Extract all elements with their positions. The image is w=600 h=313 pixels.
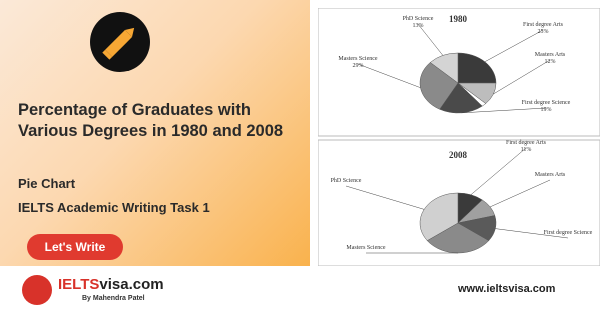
slice-label: First degree Arts <box>523 22 564 28</box>
slice-label: First degree Science <box>522 100 571 106</box>
left-panel: Percentage of Graduates with Various Deg… <box>0 0 310 266</box>
slice-label: Masters Science <box>346 245 385 251</box>
slice-label: Masters Arts <box>535 172 566 178</box>
pie-slice <box>419 192 459 241</box>
value-label: 13% <box>413 23 424 29</box>
value-label: 25% <box>538 29 549 35</box>
byline: By Mahendra Patel <box>82 295 145 302</box>
subtitle: Pie Chart <box>18 176 76 191</box>
logo <box>22 275 52 305</box>
pencil <box>102 27 135 60</box>
slice-label: First degree Science <box>544 230 593 236</box>
value-label: 19% <box>541 107 552 113</box>
leader-line <box>357 63 421 88</box>
brand: IELTSvisa.com <box>58 276 164 293</box>
slice-label: First degree Arts <box>506 140 547 146</box>
leader-line <box>470 147 527 195</box>
pie-slice <box>429 52 459 84</box>
footer: IELTSvisa.com By Mahendra Patel www.ielt… <box>0 266 600 313</box>
pencil-icon <box>90 12 150 72</box>
value-label: 29% <box>353 63 364 69</box>
leader-line <box>484 29 544 63</box>
leader-line <box>495 228 569 239</box>
value-label: 11% <box>521 147 532 153</box>
lets-write-button[interactable]: Let's Write <box>27 234 123 260</box>
slice-label: PhD Science <box>403 16 434 22</box>
slice-label: Masters Science <box>338 56 377 62</box>
leader-line <box>489 179 551 208</box>
chart-title: 2008 <box>449 150 468 160</box>
value-label: 12% <box>545 59 556 65</box>
leader-line <box>417 23 444 56</box>
leader-line <box>461 107 547 114</box>
brand-part: visa.com <box>99 276 164 293</box>
task-label: IELTS Academic Writing Task 1 <box>18 200 210 215</box>
slice-label: PhD Science <box>331 178 362 184</box>
leader-line <box>493 59 551 95</box>
page-title: Percentage of Graduates with Various Deg… <box>18 101 284 140</box>
pie-slice <box>439 82 483 114</box>
website: www.ieltsvisa.com <box>458 283 556 295</box>
slice-label: Masters Arts <box>535 52 566 58</box>
chart-title: 1980 <box>449 14 468 24</box>
brand-part: IELTS <box>58 276 100 293</box>
leader-line <box>345 185 425 210</box>
